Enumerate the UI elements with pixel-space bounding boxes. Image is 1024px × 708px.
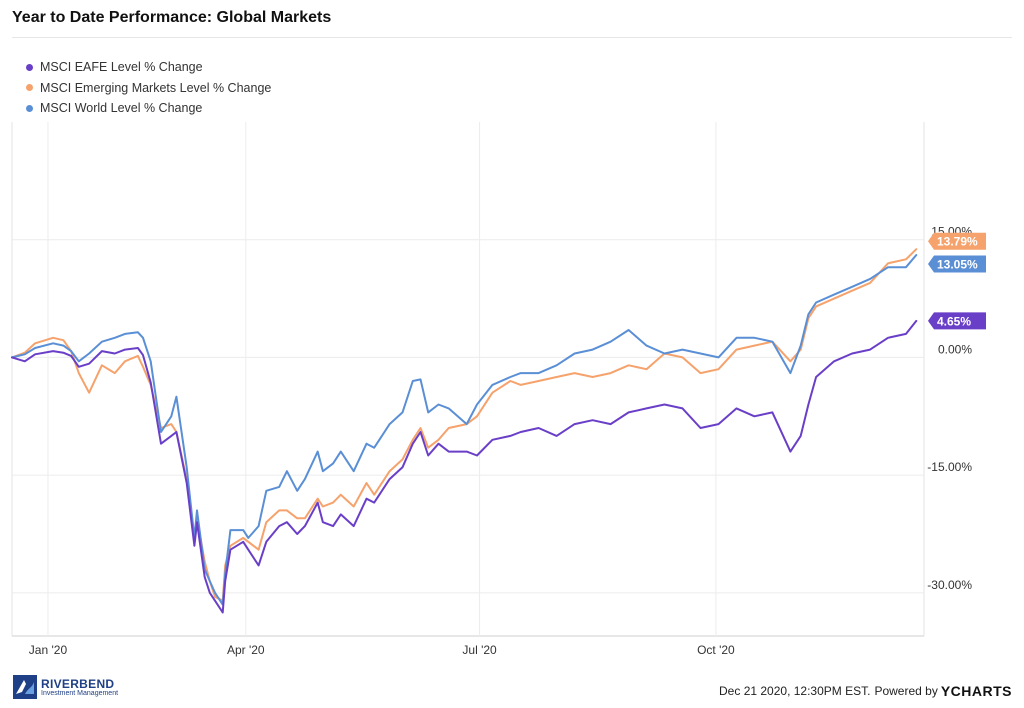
legend: MSCI EAFE Level % Change MSCI Emerging M… bbox=[26, 57, 271, 119]
end-label-emerging: 13.79% bbox=[928, 232, 986, 250]
end-label-text-eafe: 4.65% bbox=[937, 314, 971, 328]
y-tick-label-1: 0.00% bbox=[938, 342, 972, 356]
legend-dot-eafe bbox=[26, 63, 33, 71]
legend-dot-emerging bbox=[26, 84, 33, 92]
end-label-text-emerging: 13.79% bbox=[937, 235, 978, 249]
legend-item-world[interactable]: MSCI World Level % Change bbox=[26, 98, 271, 119]
legend-label-world: MSCI World Level % Change bbox=[40, 101, 203, 116]
title-divider bbox=[12, 37, 1012, 38]
riverbend-logo-icon bbox=[13, 675, 37, 699]
logo-name: RIVERBEND bbox=[41, 676, 115, 691]
y-tick-label-2: -15.00% bbox=[927, 460, 972, 474]
legend-item-emerging[interactable]: MSCI Emerging Markets Level % Change bbox=[26, 78, 271, 99]
x-tick-label-2: Jul '20 bbox=[462, 643, 497, 657]
x-tick-label-3: Oct '20 bbox=[697, 643, 735, 657]
end-label-eafe: 4.65% bbox=[928, 312, 986, 330]
legend-label-eafe: MSCI EAFE Level % Change bbox=[40, 60, 203, 75]
legend-item-eafe[interactable]: MSCI EAFE Level % Change bbox=[26, 57, 271, 78]
footer-timestamp: Dec 21 2020, 12:30PM EST. bbox=[719, 684, 871, 698]
x-tick-label-0: Jan '20 bbox=[29, 643, 68, 657]
footer-credit: Dec 21 2020, 12:30PM EST. Powered by YCH… bbox=[719, 683, 1012, 699]
chart-title: Year to Date Performance: Global Markets bbox=[12, 9, 332, 26]
riverbend-logo: RIVERBEND Investment Management bbox=[12, 674, 118, 700]
end-label-bg-world bbox=[928, 255, 986, 273]
series-line-world bbox=[11, 254, 918, 606]
ycharts-logo[interactable]: YCHARTS bbox=[940, 683, 1012, 699]
legend-dot-world bbox=[26, 104, 33, 112]
logo-subtitle: Investment Management bbox=[41, 689, 119, 697]
legend-label-emerging: MSCI Emerging Markets Level % Change bbox=[40, 80, 272, 95]
series-line-emerging bbox=[11, 248, 918, 602]
end-label-world: 13.05% bbox=[928, 255, 986, 273]
end-label-bg-emerging bbox=[928, 232, 986, 250]
end-label-bg-eafe bbox=[928, 312, 986, 330]
series-line-eafe bbox=[11, 319, 918, 614]
x-tick-label-1: Apr '20 bbox=[227, 643, 265, 657]
footer-powered-by: Powered by bbox=[874, 684, 938, 698]
y-tick-label-3: -30.00% bbox=[927, 578, 972, 592]
end-label-text-world: 13.05% bbox=[937, 258, 978, 272]
